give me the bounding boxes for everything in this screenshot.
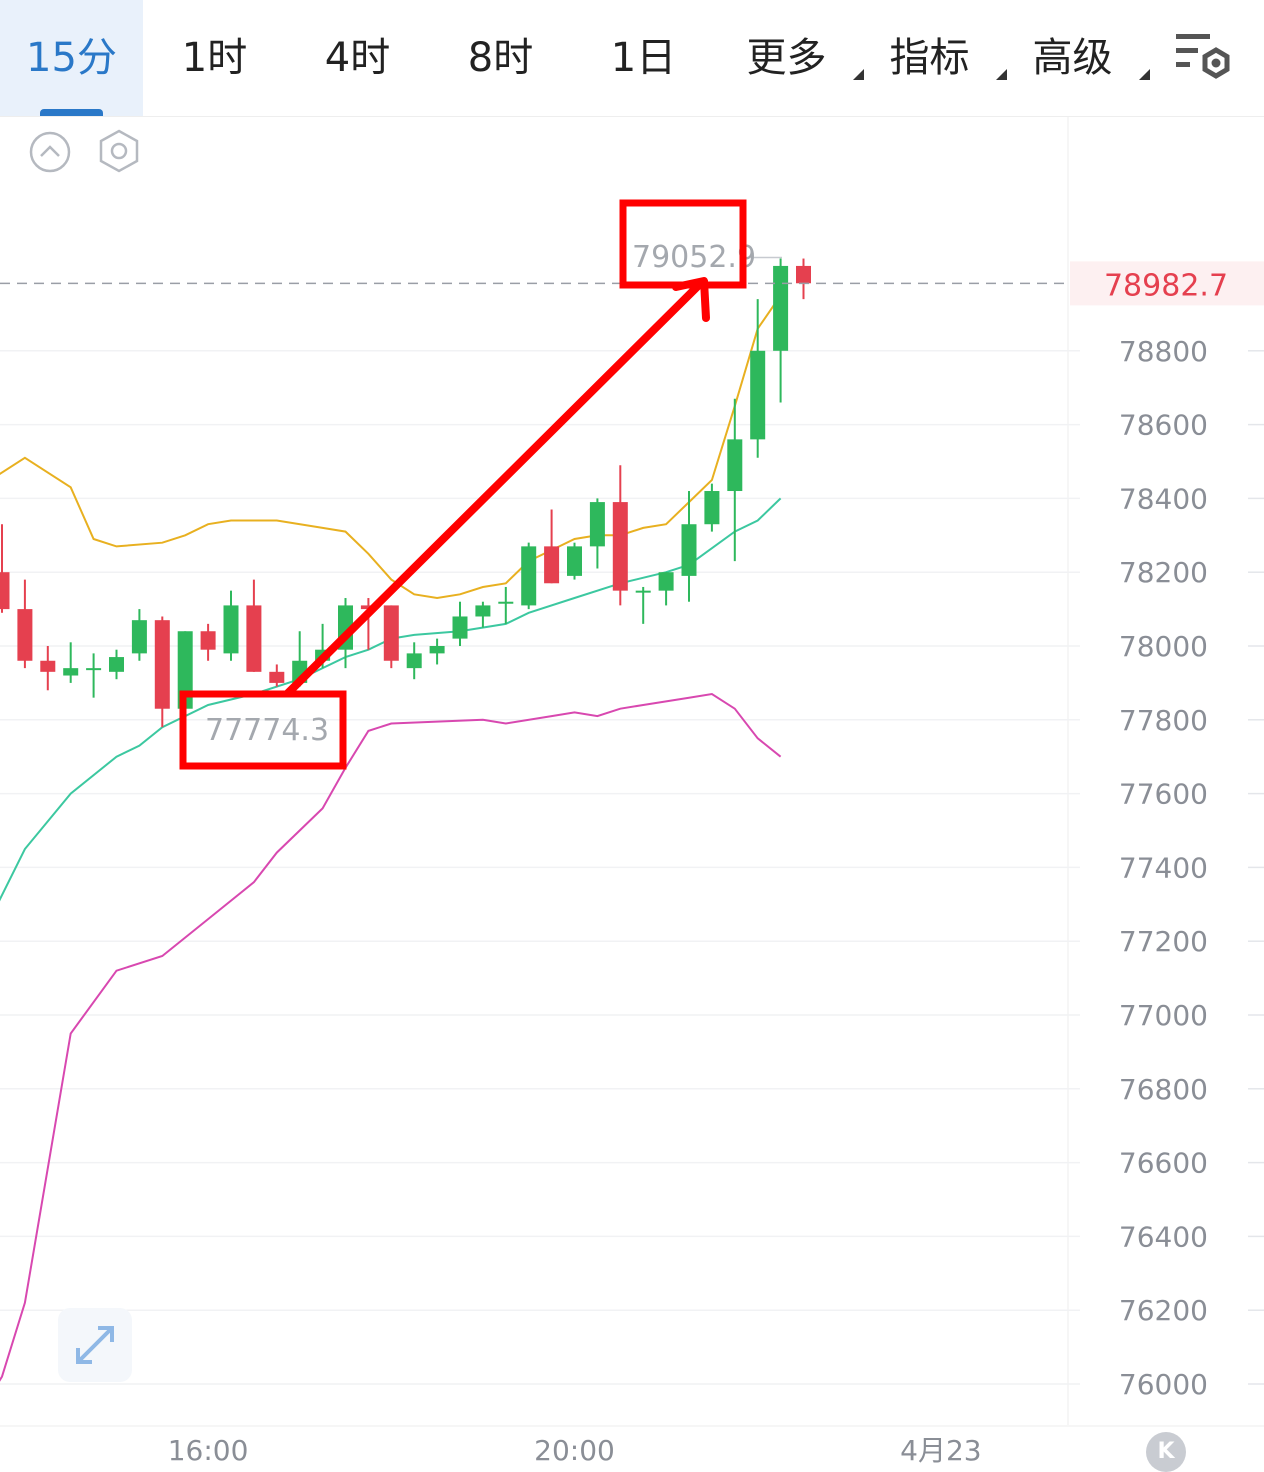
candle-body: [429, 646, 445, 654]
tab-7[interactable]: 高级: [1001, 0, 1150, 116]
candle-body: [475, 605, 491, 617]
tab-label: 高级: [1032, 35, 1113, 81]
dropdown-triangle-icon: [853, 69, 864, 80]
candle-body: [223, 605, 239, 654]
candle-body: [498, 601, 514, 604]
y-tick-label: 78800: [1119, 335, 1208, 368]
middle-band-line: [0, 497, 782, 902]
candle-body: [727, 439, 743, 492]
low-annotation-box: [179, 690, 347, 770]
tab-0[interactable]: 15分: [0, 0, 143, 116]
candle-body: [544, 546, 560, 584]
candle-body: [635, 590, 651, 593]
tab-label: 15分: [26, 35, 117, 81]
candle-body: [612, 502, 628, 591]
y-tick-label: 77400: [1119, 851, 1208, 884]
high-price-label: 79052.9: [632, 240, 756, 275]
y-tick-label: 77800: [1119, 704, 1208, 737]
tab-label: 4时: [324, 35, 391, 81]
chevron-up-circle-icon: [29, 131, 71, 173]
tab-2[interactable]: 4时: [286, 0, 429, 116]
collapse-button[interactable]: [28, 130, 72, 174]
tab-5[interactable]: 更多: [715, 0, 864, 116]
candle-body: [360, 605, 376, 610]
candle-body: [246, 605, 262, 672]
candle-body: [452, 616, 468, 639]
tab-4[interactable]: 1日: [572, 0, 715, 116]
candle-body: [131, 620, 147, 654]
dropdown-triangle-icon: [1139, 69, 1150, 80]
low-price-label: 77774.3: [205, 713, 329, 748]
tab-label: 更多: [746, 35, 827, 81]
candle-body: [17, 609, 33, 661]
dropdown-triangle-icon: [996, 69, 1007, 80]
candle-body: [521, 546, 537, 606]
y-tick-label: 78400: [1119, 482, 1208, 515]
y-tick-label: 78200: [1119, 556, 1208, 589]
chart-settings-icon: [1176, 34, 1230, 79]
current-price-badge: [1070, 261, 1264, 306]
candle-body: [383, 605, 399, 661]
candle-body: [658, 572, 674, 591]
candle-body: [704, 491, 720, 525]
candle-body: [406, 653, 422, 669]
tab-1[interactable]: 1时: [143, 0, 286, 116]
lower-band-line: [0, 692, 782, 1382]
trend-arrow-head: [672, 277, 710, 322]
tab-label: 8时: [467, 35, 534, 81]
hexagon-settings-icon: [99, 129, 139, 173]
expand-arrows-icon: [76, 1326, 114, 1364]
candle-body: [63, 668, 79, 676]
y-tick-label: 76200: [1119, 1294, 1208, 1327]
candle-body: [0, 572, 10, 610]
candle-body: [796, 265, 811, 284]
indicator-settings-button[interactable]: [96, 128, 142, 174]
expand-chart-button[interactable]: [58, 1308, 132, 1382]
k-logo-icon[interactable]: K: [1146, 1432, 1186, 1472]
candle-body: [109, 657, 124, 672]
candle-body: [773, 265, 789, 351]
candle-body: [567, 546, 582, 576]
current-price-label: 78982.7: [1104, 268, 1228, 303]
tab-6[interactable]: 指标: [858, 0, 1007, 116]
tab-label: 指标: [889, 35, 970, 81]
x-tick-label: 4月23: [900, 1434, 981, 1465]
timeframe-tabbar: 15分 1时 4时 8时 1日 更多 指标 高级: [0, 0, 1264, 117]
tab-label: 1日: [610, 35, 677, 81]
y-tick-label: 76800: [1119, 1073, 1208, 1106]
upper-band-line: [0, 294, 782, 600]
y-tick-label: 76600: [1119, 1147, 1208, 1180]
candle-body: [681, 524, 697, 576]
tab-label: 1时: [181, 35, 248, 81]
y-tick-label: 78000: [1119, 630, 1208, 663]
y-tick-label: 76000: [1119, 1368, 1208, 1401]
candle-body: [40, 660, 56, 672]
active-tab-indicator: [40, 109, 103, 116]
y-tick-label: 77600: [1119, 778, 1208, 811]
x-tick-label: 20:00: [534, 1434, 615, 1465]
x-tick-label: 16:00: [168, 1434, 249, 1465]
candle-body: [269, 671, 285, 683]
trend-arrow-shaft: [284, 278, 706, 697]
candle-body: [750, 350, 766, 440]
tab-3[interactable]: 8时: [429, 0, 572, 116]
candle-body: [154, 620, 170, 709]
y-tick-label: 77000: [1119, 999, 1208, 1032]
candle-body: [86, 668, 102, 671]
y-tick-label: 78600: [1119, 409, 1208, 442]
y-tick-label: 76400: [1119, 1220, 1208, 1253]
candle-body: [589, 502, 605, 547]
candle-body: [177, 631, 193, 709]
y-tick-label: 77200: [1119, 925, 1208, 958]
chart-settings-button[interactable]: [1170, 28, 1236, 88]
candle-body: [200, 631, 216, 650]
